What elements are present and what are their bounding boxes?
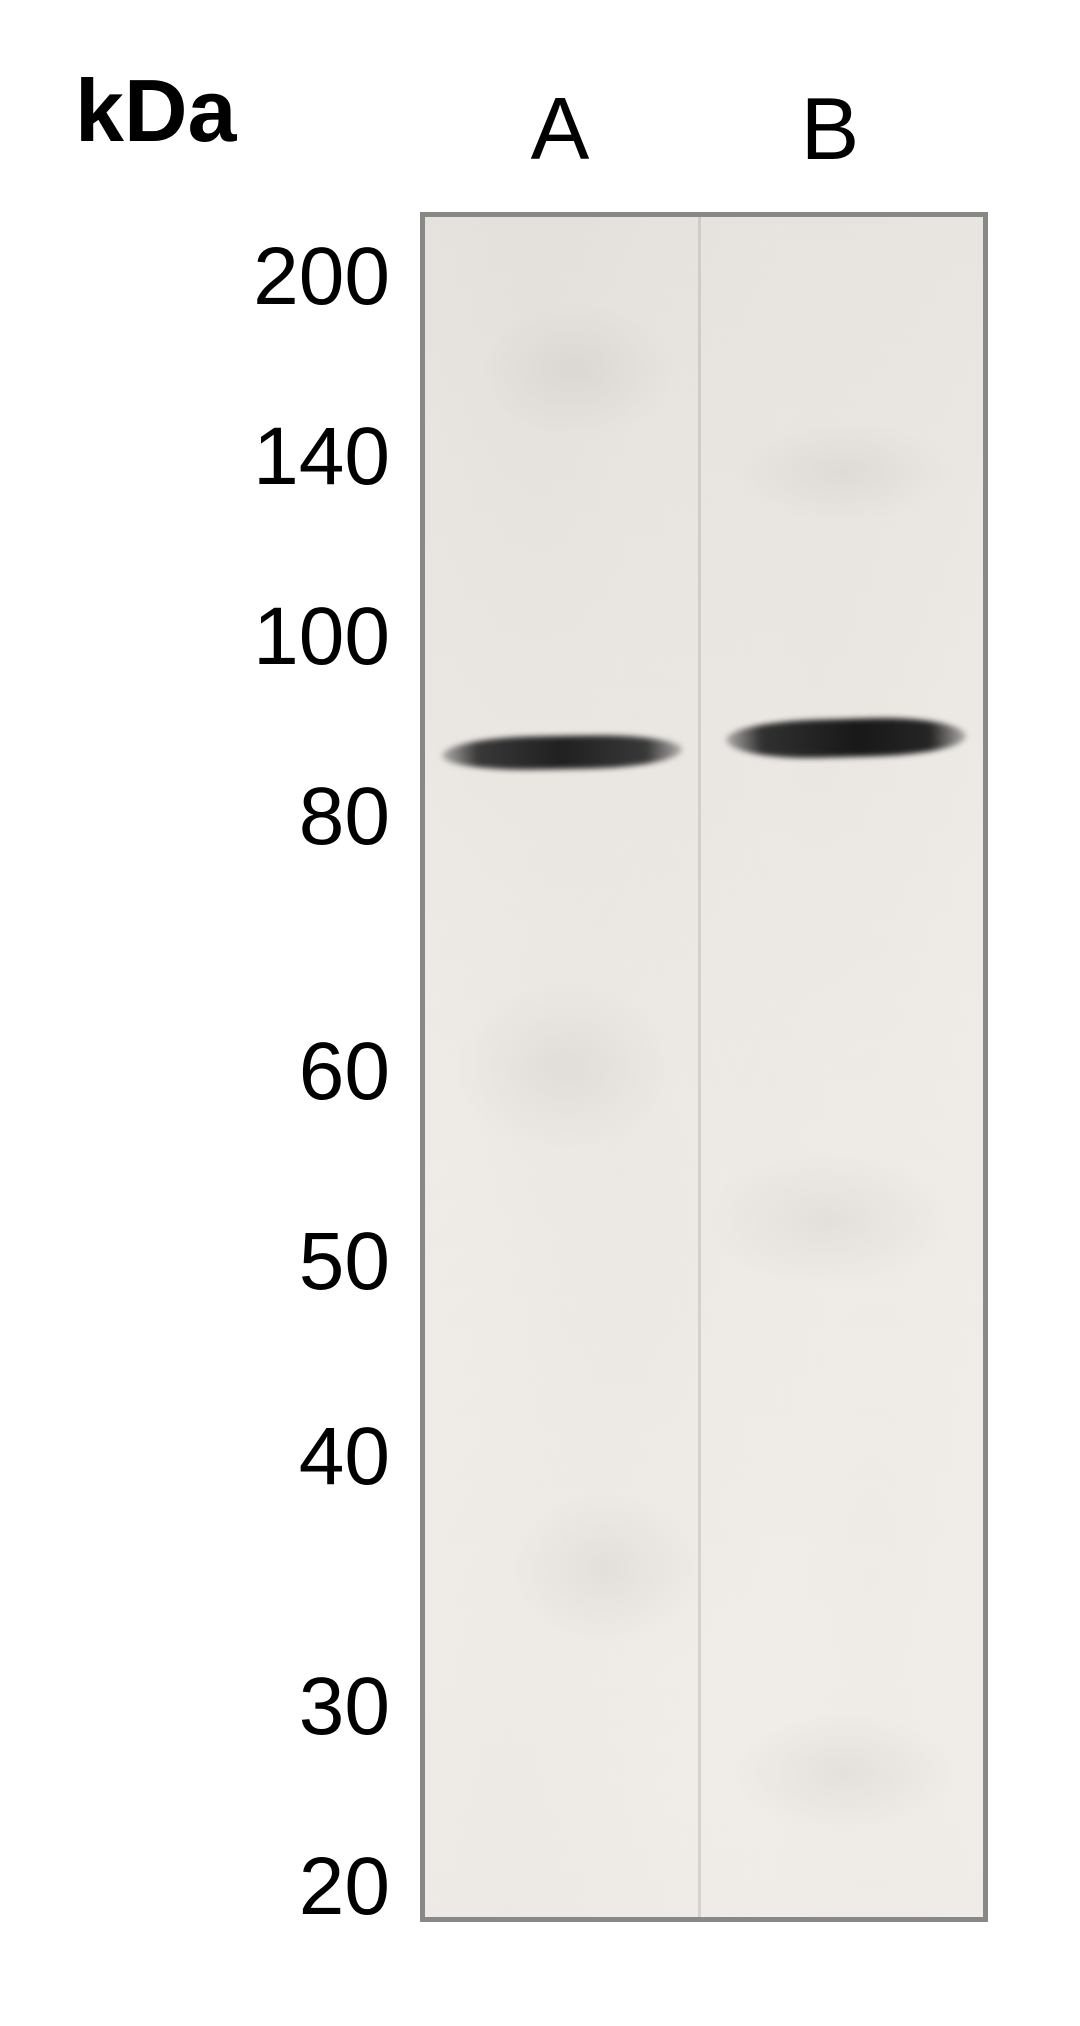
band-lane-b: [726, 715, 967, 759]
band-lane-a: [441, 733, 681, 770]
yaxis-title: kDa: [75, 60, 236, 162]
tick-label-140: 140: [190, 410, 390, 504]
membrane-smudge: [481, 302, 676, 438]
tick-label-80: 80: [190, 770, 390, 864]
membrane-smudge: [732, 1713, 955, 1832]
blot-membrane-area: [420, 212, 988, 1922]
lane-divider: [698, 217, 701, 1917]
tick-label-50: 50: [190, 1215, 390, 1309]
tick-label-60: 60: [190, 1025, 390, 1119]
membrane-smudge: [453, 982, 676, 1152]
membrane-smudge: [704, 1152, 955, 1288]
tick-label-30: 30: [190, 1660, 390, 1754]
tick-label-200: 200: [190, 230, 390, 324]
tick-label-100: 100: [190, 590, 390, 684]
lane-label-a: A: [520, 78, 600, 180]
lane-label-b: B: [790, 78, 870, 180]
tick-label-40: 40: [190, 1410, 390, 1504]
western-blot-figure: kDa A B 200 140 100 80 60 50 40 30 20: [0, 0, 1080, 2026]
tick-label-20: 20: [190, 1840, 390, 1934]
membrane-smudge: [732, 421, 955, 523]
membrane-background: [425, 217, 983, 1917]
membrane-smudge: [509, 1492, 704, 1645]
